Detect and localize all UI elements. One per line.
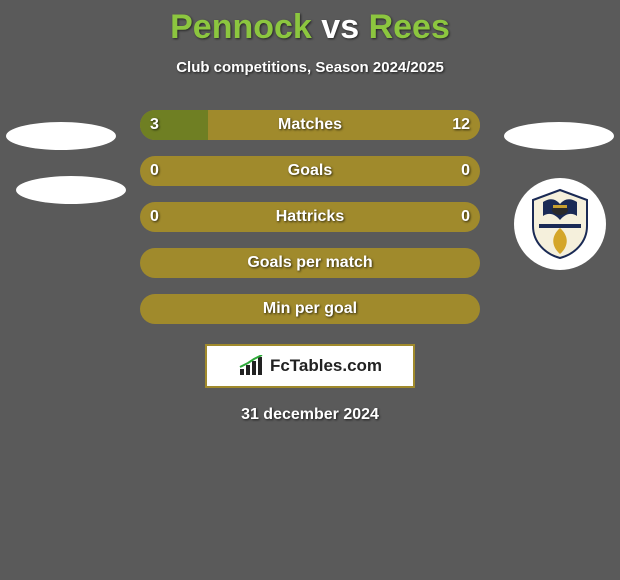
vs-separator: vs — [321, 8, 359, 46]
stat-bar: Matches3 12 — [140, 110, 480, 140]
stat-bar: Hattricks0 0 — [140, 202, 480, 232]
stat-row: Matches3 12 — [0, 110, 620, 156]
comparison-card: Pennock vs Rees Club competitions, Seaso… — [0, 0, 620, 424]
branding-text: FcTables.com — [270, 356, 382, 376]
stats-list: Matches312Goals00Hattricks00Goals per ma… — [0, 110, 620, 340]
stat-row: Hattricks0 0 — [0, 202, 620, 248]
stat-bar: Goals per match — [140, 248, 480, 278]
stat-row: Goals per match — [0, 248, 620, 294]
stat-label: Matches — [140, 110, 480, 140]
date-label: 31 december 2024 — [0, 406, 620, 424]
stat-label: Goals per match — [140, 248, 480, 278]
page-title: Pennock vs Rees — [0, 8, 620, 47]
stat-value-right: 0 — [461, 202, 470, 232]
subtitle: Club competitions, Season 2024/2025 — [0, 59, 620, 76]
stat-label: Hattricks — [140, 202, 480, 232]
stat-bar: Goals0 0 — [140, 156, 480, 186]
stat-value-right: 12 — [452, 110, 470, 140]
stat-label: Min per goal — [140, 294, 480, 324]
stat-bar: Min per goal — [140, 294, 480, 324]
stat-row: Goals0 0 — [0, 156, 620, 202]
stat-value-right: 0 — [461, 156, 470, 186]
branding-chart-icon — [238, 355, 264, 377]
stat-value-left: 3 — [150, 110, 159, 140]
stat-value-left: 0 — [150, 156, 159, 186]
stat-row: Min per goal — [0, 294, 620, 340]
stat-value-left: 0 — [150, 202, 159, 232]
player-left-name: Pennock — [170, 8, 312, 46]
stat-label: Goals — [140, 156, 480, 186]
branding-badge: FcTables.com — [205, 344, 415, 388]
player-right-name: Rees — [369, 8, 450, 46]
